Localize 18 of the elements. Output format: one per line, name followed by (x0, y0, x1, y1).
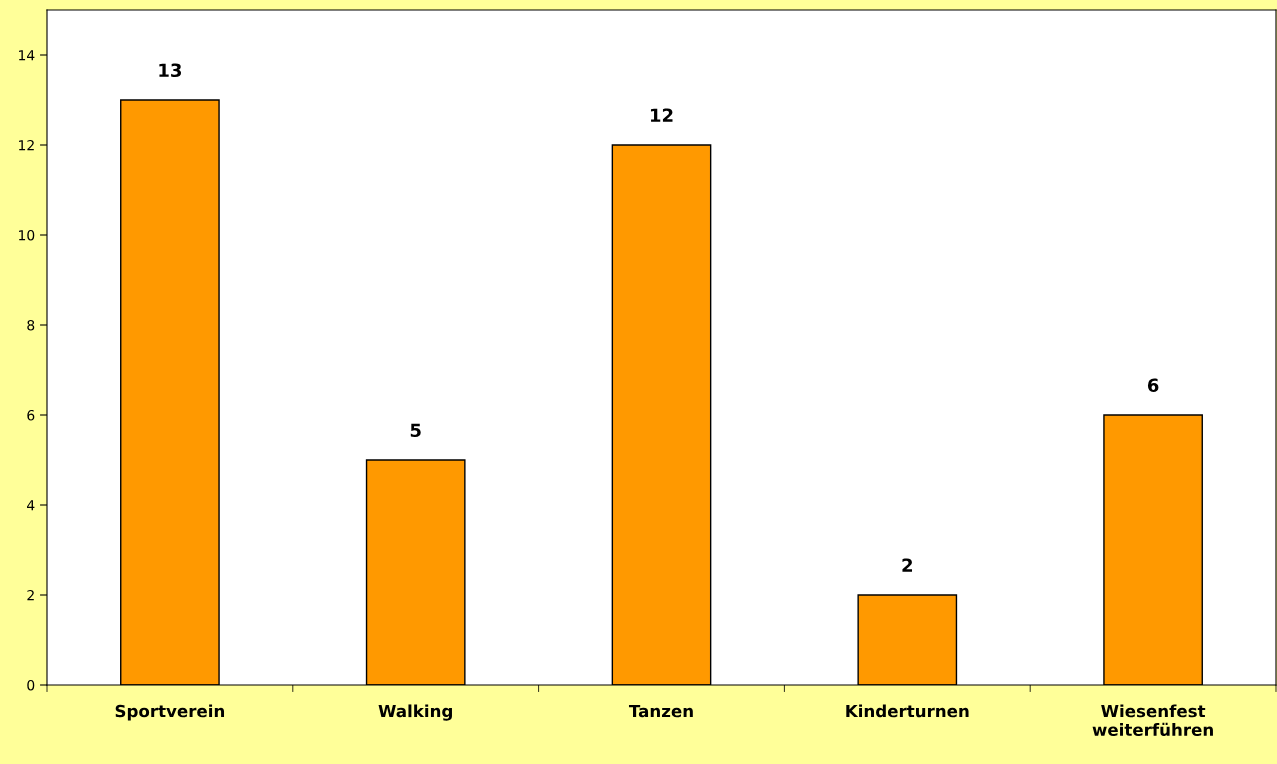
x-tick-label: Sportverein (115, 704, 225, 721)
data-label: 6 (1147, 378, 1159, 393)
x-tick-label: Wiesenfest weiterführen (1092, 704, 1213, 737)
y-tick-label: 10 (19, 229, 35, 241)
x-tick-label: Kinderturnen (846, 704, 969, 718)
y-tick-label: 0 (27, 679, 35, 691)
data-label: 5 (410, 423, 421, 438)
data-label: 13 (159, 63, 182, 78)
y-tick-label: 14 (19, 50, 35, 61)
y-tick-label: 6 (27, 409, 35, 421)
y-tick-label: 12 (19, 139, 34, 151)
y-tick-label: 8 (27, 319, 35, 331)
y-tick-label: 2 (27, 589, 34, 601)
x-tick-label: Walking (378, 704, 452, 721)
y-tick-label: 4 (27, 500, 35, 511)
data-label: 2 (902, 558, 913, 572)
data-label: 12 (650, 108, 673, 122)
x-tick-label: Tanzen (628, 704, 693, 718)
